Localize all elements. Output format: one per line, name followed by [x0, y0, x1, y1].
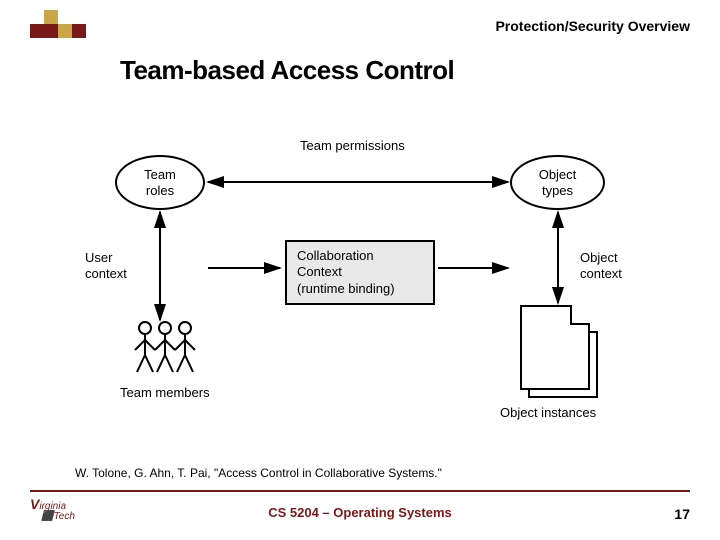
footer-divider — [30, 490, 690, 492]
node-label: Teamroles — [144, 167, 176, 198]
node-label: Objecttypes — [539, 167, 577, 198]
label-object-context: Objectcontext — [580, 250, 622, 281]
label-object-instances: Object instances — [500, 405, 596, 421]
page-number: 17 — [674, 506, 690, 522]
stick-figures-icon — [125, 320, 205, 380]
header-subtitle: Protection/Security Overview — [495, 18, 690, 34]
footer-course: CS 5204 – Operating Systems — [268, 505, 452, 520]
node-team-members — [125, 320, 205, 385]
label-team-permissions: Team permissions — [300, 138, 405, 154]
slide-title: Team-based Access Control — [120, 55, 454, 86]
citation: W. Tolone, G. Ahn, T. Pai, "Access Contr… — [75, 466, 442, 480]
node-label: CollaborationContext(runtime binding) — [297, 248, 395, 296]
node-team-roles: Teamroles — [115, 155, 205, 210]
label-user-context: Usercontext — [85, 250, 127, 281]
label-team-members: Team members — [120, 385, 210, 401]
institution-logo: Virginia ⬛Tech — [30, 497, 75, 522]
node-object-types: Objecttypes — [510, 155, 605, 210]
node-collaboration-context: CollaborationContext(runtime binding) — [285, 240, 435, 305]
diagram: Teamroles Objecttypes CollaborationConte… — [80, 120, 640, 440]
